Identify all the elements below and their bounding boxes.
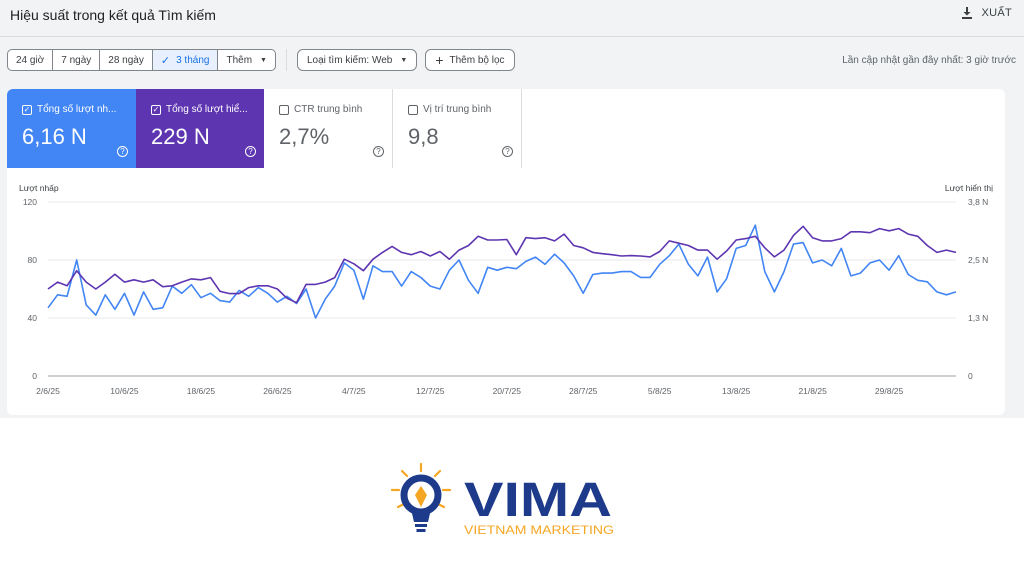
x-tick-label: 4/7/25: [342, 386, 366, 396]
metric-total-impressions[interactable]: ✓ Tổng số lượt hiể... 229 N ?: [136, 89, 264, 168]
search-type-dropdown[interactable]: Loại tìm kiếm: Web ▼: [296, 49, 418, 71]
date-option-3m[interactable]: ✓ 3 tháng: [152, 50, 219, 70]
page-title: Hiệu suất trong kết quả Tìm kiếm: [10, 7, 216, 23]
metric-value: 6,16 N: [22, 124, 87, 149]
impressions-series-line: [47, 225, 957, 304]
performance-chart[interactable]: Lượt nhấp Lượt hiển thị 120 80 40 0 3,8 N 2,5 N…: [7, 89, 1005, 415]
right-tick-label: 3,8 N: [968, 197, 988, 207]
x-tick-label: 12/7/25: [416, 386, 445, 396]
check-icon: ✓: [160, 54, 171, 67]
clicks-series-line: [47, 224, 957, 319]
search-performance-panel: Hiệu suất trong kết quả Tìm kiếm XUẤT 24…: [0, 0, 1024, 418]
date-option-24h[interactable]: 24 giờ: [8, 50, 54, 70]
metric-total-clicks[interactable]: ✓ Tổng số lượt nh... 6,16 N ?: [7, 89, 136, 168]
x-tick-label: 5/8/25: [648, 386, 672, 396]
download-icon: [962, 7, 973, 19]
plus-icon: +: [435, 52, 444, 68]
export-label: XUẤT: [981, 7, 1012, 19]
brand-name: VIMA: [464, 474, 612, 527]
right-axis-title: Lượt hiển thị: [945, 183, 993, 193]
left-axis-title: Lượt nhấp: [19, 183, 59, 193]
x-tick-label: 2/6/25: [36, 386, 60, 396]
metric-average-position[interactable]: Vị trí trung bình 9,8 ?: [393, 89, 522, 168]
x-tick-label: 18/6/25: [187, 386, 216, 396]
metric-average-ctr[interactable]: CTR trung bình 2,7% ?: [264, 89, 393, 168]
x-tick-label: 10/6/25: [110, 386, 139, 396]
metric-value: 2,7%: [279, 124, 330, 149]
export-button[interactable]: XUẤT: [961, 7, 1012, 19]
checkbox-checked-icon[interactable]: ✓: [151, 104, 161, 115]
x-tick-label: 13/8/25: [722, 386, 751, 396]
divider: [285, 49, 287, 71]
left-tick-label: 0: [32, 371, 37, 381]
checkbox-unchecked-icon[interactable]: [279, 104, 289, 115]
date-option-28d[interactable]: 28 ngày: [100, 50, 153, 70]
metric-label: Tổng số lượt hiể...: [166, 104, 248, 115]
vima-logo: VIMA VIETNAM MARKETING: [390, 462, 614, 537]
checkbox-unchecked-icon[interactable]: [408, 104, 418, 115]
filter-bar: 24 giờ 7 ngày 28 ngày ✓ 3 tháng Thêm ▼ Loạ…: [7, 49, 523, 71]
x-tick-label: 20/7/25: [493, 386, 522, 396]
date-option-7d[interactable]: 7 ngày: [53, 50, 101, 70]
last-updated-text: Lần cập nhật gần đây nhất: 3 giờ trước: [842, 55, 1016, 66]
lightbulb-icon: [390, 462, 452, 532]
x-tick-label: 28/7/25: [569, 386, 598, 396]
left-tick-label: 120: [23, 197, 37, 207]
divider: [0, 36, 1024, 37]
help-icon[interactable]: ?: [502, 146, 513, 157]
right-tick-label: 0: [968, 371, 973, 381]
x-tick-label: 26/6/25: [263, 386, 292, 396]
metric-label: Vị trí trung bình: [423, 104, 492, 115]
help-icon[interactable]: ?: [245, 146, 256, 157]
metric-value: 9,8: [408, 124, 439, 149]
metric-label: CTR trung bình: [294, 104, 363, 115]
right-tick-label: 2,5 N: [968, 255, 988, 265]
metric-label: Tổng số lượt nh...: [37, 104, 117, 115]
performance-card: ✓ Tổng số lượt nh... 6,16 N ? ✓ Tổng số lư…: [7, 89, 1005, 415]
date-option-more[interactable]: Thêm ▼: [226, 54, 267, 66]
add-filter-button[interactable]: + Thêm bộ lọc: [425, 49, 515, 71]
left-tick-label: 80: [28, 255, 38, 265]
brand-tagline: VIETNAM MARKETING: [464, 525, 614, 537]
x-tick-label: 21/8/25: [798, 386, 827, 396]
dropdown-arrow-icon: ▼: [260, 56, 267, 64]
right-tick-label: 1,3 N: [968, 313, 988, 323]
metric-value: 229 N: [151, 124, 210, 149]
left-tick-label: 40: [28, 313, 38, 323]
x-tick-label: 29/8/25: [875, 386, 904, 396]
date-range-selector: 24 giờ 7 ngày 28 ngày ✓ 3 tháng Thêm ▼: [7, 49, 276, 71]
checkbox-checked-icon[interactable]: ✓: [22, 104, 32, 115]
help-icon[interactable]: ?: [373, 146, 384, 157]
dropdown-arrow-icon: ▼: [400, 56, 408, 64]
help-icon[interactable]: ?: [117, 146, 128, 157]
